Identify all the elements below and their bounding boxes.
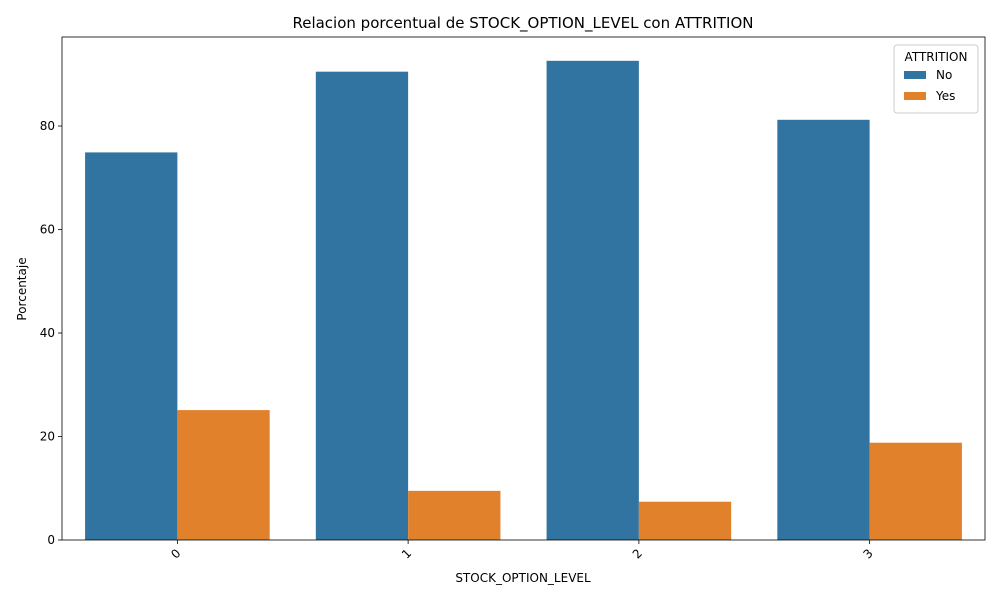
x-axis-label: STOCK_OPTION_LEVEL bbox=[455, 571, 591, 585]
x-tick-label: 0 bbox=[168, 546, 183, 561]
y-axis: 0 20 40 60 80 bbox=[40, 119, 62, 547]
x-tick-label: 1 bbox=[399, 546, 414, 561]
bar-no-3 bbox=[777, 119, 870, 541]
bar-no-1 bbox=[315, 71, 409, 540]
legend-swatch-no bbox=[904, 71, 926, 79]
legend-label-no: No bbox=[936, 68, 952, 82]
chart-title: Relacion porcentual de STOCK_OPTION_LEVE… bbox=[292, 14, 753, 33]
x-tick-label: 3 bbox=[860, 546, 875, 561]
bar-yes-2 bbox=[638, 501, 732, 540]
bar-no-2 bbox=[546, 60, 639, 540]
plot-frame bbox=[61, 36, 986, 541]
legend-label-yes: Yes bbox=[935, 89, 955, 103]
y-tick-label: 60 bbox=[40, 223, 55, 237]
y-tick-label: 80 bbox=[40, 119, 55, 133]
x-tick-label: 2 bbox=[630, 546, 645, 561]
plot-area bbox=[61, 36, 986, 541]
legend-swatch-yes bbox=[904, 92, 926, 100]
bar-no-0 bbox=[85, 152, 178, 540]
legend: ATTRITION No Yes bbox=[893, 44, 979, 114]
y-tick-label: 0 bbox=[47, 533, 55, 547]
y-axis-label: Porcentaje bbox=[15, 257, 29, 320]
x-axis: 0 1 2 3 bbox=[168, 540, 876, 562]
bar-yes-3 bbox=[869, 442, 962, 540]
bar-yes-0 bbox=[177, 410, 270, 540]
bar-yes-1 bbox=[408, 490, 501, 540]
legend-title: ATTRITION bbox=[905, 50, 968, 64]
y-tick-label: 40 bbox=[40, 326, 55, 340]
y-tick-label: 20 bbox=[40, 430, 55, 444]
